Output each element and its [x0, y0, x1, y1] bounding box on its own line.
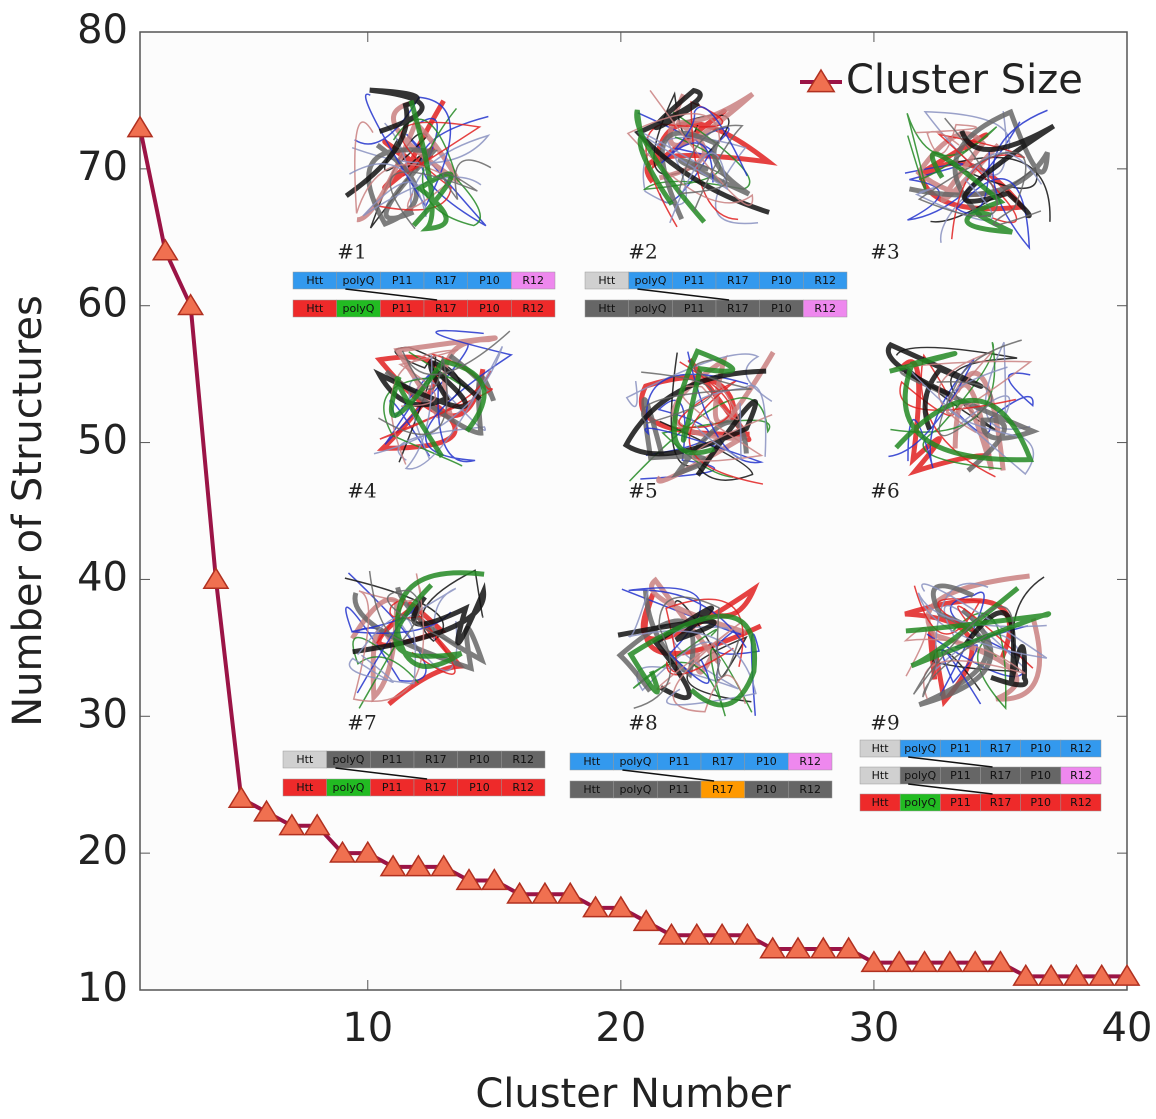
y-tick-label: 70	[77, 144, 128, 190]
inset-label: #7	[347, 711, 376, 735]
domain-label: polyQ	[620, 783, 652, 796]
domain-label: P11	[669, 783, 690, 796]
domain-label: P11	[392, 274, 413, 287]
y-tick-label: 10	[77, 965, 128, 1011]
y-tick-label: 40	[77, 554, 128, 600]
inset-label: #1	[337, 240, 366, 264]
domain-label: R17	[990, 796, 1012, 809]
domain-label: Htt	[598, 302, 616, 315]
domain-label: Htt	[296, 753, 314, 766]
inset-label: #9	[870, 711, 899, 735]
domain-label: R17	[990, 742, 1012, 755]
domain-label: R12	[1070, 769, 1092, 782]
legend-label: Cluster Size	[846, 57, 1083, 103]
domain-label: P11	[669, 755, 690, 768]
domain-label: P10	[479, 274, 500, 287]
domain-label: R12	[814, 274, 836, 287]
domain-label: polyQ	[635, 274, 667, 287]
y-tick-label: 30	[77, 691, 128, 737]
y-tick-label: 20	[77, 828, 128, 874]
domain-label: R12	[522, 302, 544, 315]
domain-label: P10	[771, 302, 792, 315]
domain-label: R17	[727, 274, 749, 287]
domain-label: polyQ	[333, 753, 365, 766]
domain-label: R17	[425, 781, 447, 794]
x-tick-label: 40	[1102, 1005, 1153, 1051]
domain-label: P11	[684, 302, 705, 315]
domain-label: P11	[950, 742, 971, 755]
domain-label: Htt	[296, 781, 314, 794]
domain-label: P10	[1030, 796, 1051, 809]
domain-label: P10	[469, 753, 490, 766]
domain-label: R12	[814, 302, 836, 315]
domain-label: P11	[382, 781, 403, 794]
domain-label: polyQ	[620, 755, 652, 768]
domain-label: R17	[435, 302, 457, 315]
x-tick-label: 30	[848, 1005, 899, 1051]
x-tick-label: 20	[595, 1005, 646, 1051]
domain-label: P10	[756, 783, 777, 796]
domain-label: polyQ	[635, 302, 667, 315]
domain-label: P11	[950, 796, 971, 809]
domain-label: R12	[799, 783, 821, 796]
domain-label: R12	[799, 755, 821, 768]
domain-label: polyQ	[904, 769, 936, 782]
domain-label: P10	[771, 274, 792, 287]
domain-label: Htt	[583, 783, 601, 796]
inset-label: #8	[628, 711, 657, 735]
domain-label: P10	[479, 302, 500, 315]
inset-label: #2	[628, 240, 657, 264]
domain-label: Htt	[872, 796, 890, 809]
domain-label: P10	[756, 755, 777, 768]
domain-label: R17	[990, 769, 1012, 782]
domain-label: P10	[1030, 742, 1051, 755]
domain-label: P11	[382, 753, 403, 766]
domain-label: R17	[425, 753, 447, 766]
domain-label: polyQ	[904, 796, 936, 809]
domain-label: R17	[435, 274, 457, 287]
domain-label: R12	[512, 753, 534, 766]
x-axis-label: Cluster Number	[475, 1071, 791, 1117]
y-tick-label: 60	[77, 281, 128, 327]
domain-label: R12	[1070, 742, 1092, 755]
domain-label: polyQ	[343, 302, 375, 315]
domain-label: R17	[727, 302, 749, 315]
y-tick-label: 50	[77, 418, 128, 464]
inset-label: #6	[870, 479, 899, 503]
domain-label: P11	[950, 769, 971, 782]
y-tick-label: 80	[77, 7, 128, 53]
domain-label: Htt	[583, 755, 601, 768]
domain-label: P11	[392, 302, 413, 315]
domain-label: R17	[712, 783, 734, 796]
domain-label: R12	[522, 274, 544, 287]
plot-area	[140, 32, 1127, 990]
domain-label: P11	[684, 274, 705, 287]
domain-label: R12	[512, 781, 534, 794]
domain-label: Htt	[598, 274, 616, 287]
domain-label: Htt	[306, 274, 324, 287]
domain-label: P10	[469, 781, 490, 794]
inset-label: #4	[347, 479, 376, 503]
domain-label: Htt	[872, 769, 890, 782]
domain-label: Htt	[306, 302, 324, 315]
domain-label: Htt	[872, 742, 890, 755]
domain-label: polyQ	[904, 742, 936, 755]
domain-label: P10	[1030, 769, 1051, 782]
domain-label: R17	[712, 755, 734, 768]
inset-label: #3	[870, 240, 899, 264]
inset-label: #5	[628, 479, 657, 503]
domain-label: polyQ	[333, 781, 365, 794]
domain-label: polyQ	[343, 274, 375, 287]
domain-label: R12	[1070, 796, 1092, 809]
y-axis-label: Number of Structures	[5, 295, 51, 727]
x-tick-label: 10	[342, 1005, 393, 1051]
